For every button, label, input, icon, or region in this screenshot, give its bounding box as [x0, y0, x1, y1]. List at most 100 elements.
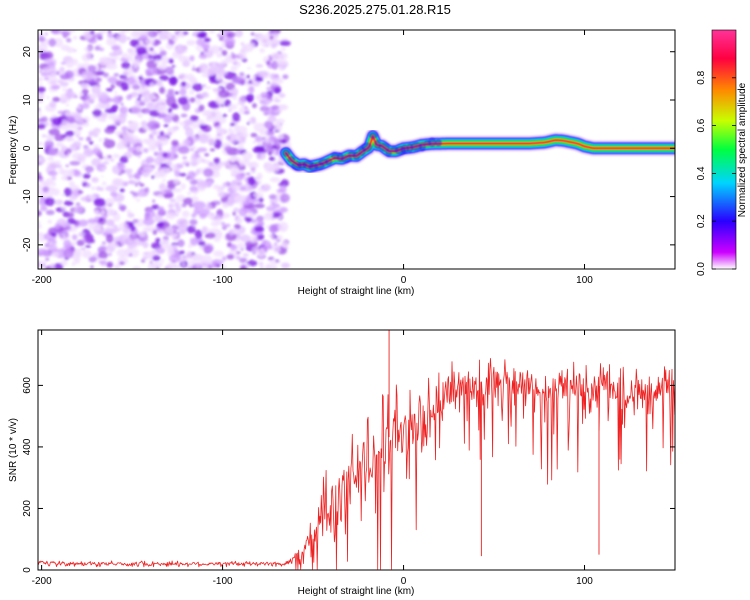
noise-speckle — [142, 241, 149, 249]
noise-speckle — [277, 59, 282, 64]
noise-speckle — [91, 176, 99, 183]
noise-speckle — [205, 232, 216, 239]
noise-speckle — [239, 72, 245, 77]
noise-speckle — [39, 70, 42, 73]
y-tick-label: 0 — [22, 567, 33, 573]
noise-speckle — [38, 223, 42, 230]
noise-speckle — [209, 30, 215, 34]
noise-speckle — [38, 36, 46, 42]
noise-speckle — [218, 34, 224, 38]
noise-speckle — [99, 217, 103, 222]
noise-speckle — [40, 260, 47, 266]
noise-speckle — [81, 103, 90, 110]
noise-speckle — [227, 164, 239, 172]
noise-speckle — [130, 30, 141, 39]
noise-speckle — [124, 136, 135, 145]
noise-speckle — [247, 96, 253, 103]
noise-speckle — [178, 31, 184, 38]
noise-speckle — [101, 167, 106, 171]
noise-speckle — [182, 156, 187, 160]
noise-speckle — [95, 82, 99, 85]
noise-speckle — [52, 60, 56, 63]
noise-speckle — [88, 131, 94, 136]
noise-speckle — [157, 135, 165, 141]
track-blob — [419, 142, 426, 152]
noise-speckle — [182, 139, 191, 147]
track-blob — [385, 148, 392, 157]
noise-speckle — [203, 245, 214, 253]
noise-speckle — [163, 193, 174, 199]
noise-speckle — [63, 200, 74, 206]
noise-speckle — [113, 56, 120, 60]
noise-speckle — [195, 150, 202, 153]
noise-speckle — [106, 261, 114, 269]
noise-speckle — [185, 163, 190, 167]
noise-speckle — [131, 91, 139, 98]
noise-speckle — [111, 45, 121, 51]
noise-speckle — [157, 209, 167, 217]
noise-speckle — [102, 72, 109, 78]
track-blob — [282, 148, 291, 157]
noise-speckle — [61, 234, 67, 237]
noise-speckle — [103, 139, 116, 149]
noise-speckle — [97, 246, 108, 254]
noise-speckle — [201, 226, 208, 235]
noise-speckle — [52, 181, 57, 187]
noise-speckle — [234, 223, 241, 230]
noise-speckle — [202, 91, 209, 96]
noise-speckle — [259, 105, 270, 112]
noise-speckle — [235, 149, 241, 155]
noise-speckle — [167, 88, 175, 94]
noise-speckle — [137, 113, 143, 118]
noise-speckle — [269, 35, 274, 40]
noise-speckle — [59, 81, 69, 87]
noise-speckle — [152, 130, 157, 136]
noise-speckle — [220, 103, 224, 108]
noise-speckle — [127, 239, 137, 249]
noise-speckle — [67, 123, 79, 129]
noise-speckle — [186, 73, 195, 81]
noise-speckle — [128, 253, 133, 257]
noise-speckle — [279, 66, 283, 71]
noise-speckle — [171, 139, 179, 146]
track-blob — [361, 142, 373, 153]
noise-speckle — [152, 255, 161, 262]
noise-speckle — [121, 126, 128, 132]
snr-spikes — [388, 330, 600, 557]
noise-speckle — [118, 30, 125, 35]
noise-speckle — [235, 30, 241, 33]
noise-speckle — [135, 146, 144, 152]
noise-speckle — [92, 133, 99, 138]
noise-speckle — [246, 121, 250, 125]
x-tick-label: 100 — [576, 275, 593, 286]
noise-speckle — [77, 190, 84, 194]
noise-speckle — [118, 234, 131, 244]
noise-speckle — [138, 75, 144, 81]
noise-speckle — [197, 130, 203, 134]
noise-speckle — [233, 54, 237, 58]
noise-speckle — [256, 215, 264, 222]
noise-speckle — [159, 130, 165, 136]
noise-speckle — [102, 161, 109, 165]
noise-speckle — [187, 171, 196, 180]
noise-speckle — [99, 47, 105, 52]
noise-speckle — [136, 97, 142, 101]
noise-speckle — [96, 91, 108, 99]
noise-speckle — [243, 111, 250, 115]
snr-frame — [37, 329, 676, 571]
noise-speckle — [155, 30, 168, 36]
noise-speckle — [126, 131, 133, 138]
noise-speckle — [221, 256, 227, 262]
noise-speckle — [156, 104, 168, 114]
noise-speckle — [53, 263, 64, 269]
noise-speckle — [187, 191, 192, 196]
noise-speckle — [261, 183, 271, 191]
noise-speckle — [89, 30, 95, 35]
noise-speckle — [128, 174, 134, 180]
noise-speckle — [278, 92, 286, 99]
noise-speckle — [192, 191, 199, 195]
noise-speckle — [161, 190, 166, 195]
noise-speckle — [230, 65, 238, 72]
noise-speckle — [101, 181, 107, 186]
noise-speckle — [236, 242, 246, 250]
